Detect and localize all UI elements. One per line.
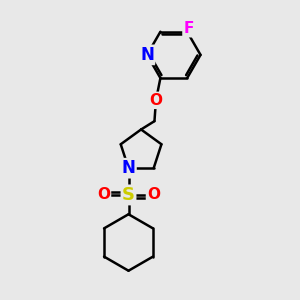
Text: O: O — [97, 188, 110, 202]
Text: O: O — [149, 93, 162, 108]
Text: F: F — [184, 21, 194, 36]
Text: N: N — [122, 159, 135, 177]
Text: S: S — [122, 186, 135, 204]
Text: O: O — [147, 188, 160, 202]
Text: N: N — [140, 46, 154, 64]
